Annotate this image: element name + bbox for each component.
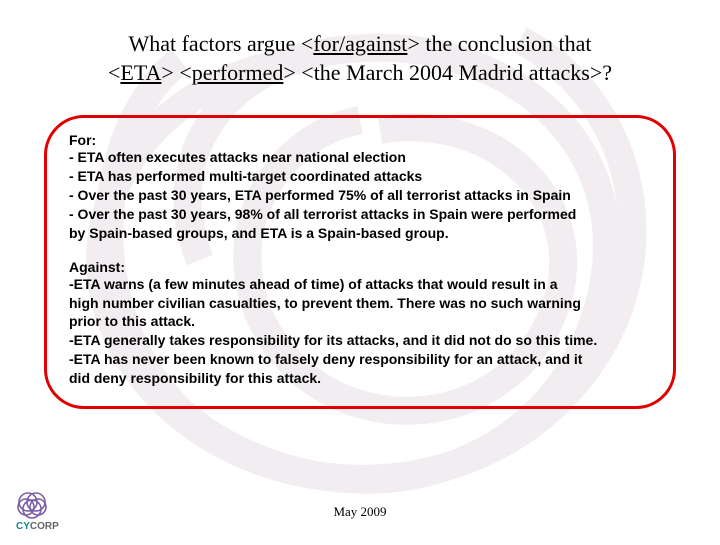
- argument-box: For: - ETA often executes attacks near n…: [44, 115, 676, 409]
- footer-date: May 2009: [0, 504, 720, 520]
- svg-text:CYCORP: CYCORP: [16, 521, 59, 532]
- for-label: For:: [69, 132, 651, 148]
- against-bullets: -ETA warns (a few minutes ahead of time)…: [69, 275, 651, 388]
- for-bullets: - ETA often executes attacks near nation…: [69, 148, 651, 242]
- cycorp-logo: CYCORP: [12, 488, 68, 532]
- against-label: Against:: [69, 259, 651, 275]
- slide-title: What factors argue <for/against> the con…: [40, 30, 680, 87]
